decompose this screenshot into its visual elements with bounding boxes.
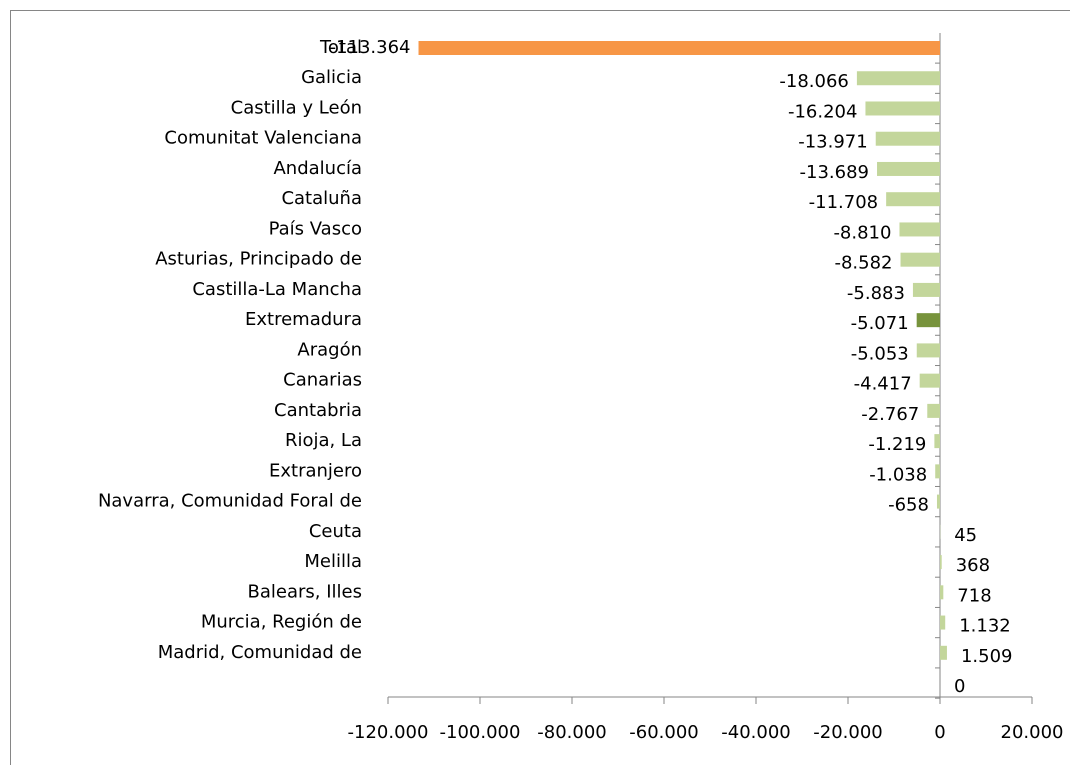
value-label: -2.767	[861, 404, 919, 425]
value-label: -8.810	[833, 222, 891, 243]
x-tick-label: 20.000	[1001, 722, 1064, 743]
value-label: -13.689	[800, 162, 869, 183]
bar	[877, 161, 940, 176]
bar	[940, 645, 947, 660]
value-label: -8.582	[834, 253, 892, 274]
value-label: 0	[954, 676, 965, 697]
chart-frame	[10, 10, 1070, 765]
y-tick-label: Rioja, La	[285, 430, 362, 451]
bar	[916, 343, 940, 358]
x-tick-label: -60.000	[629, 722, 698, 743]
bar	[916, 313, 940, 328]
y-tick-label: Cantabria	[274, 400, 362, 421]
y-tick-label: Melilla	[304, 551, 362, 572]
y-tick-label: Castilla-La Mancha	[192, 279, 362, 300]
bar	[934, 434, 940, 449]
bar	[940, 555, 942, 570]
value-label: -658	[888, 495, 929, 516]
y-tick-label: País Vasco	[269, 218, 362, 239]
bar	[912, 282, 940, 297]
y-tick-label: Canarias	[283, 370, 362, 391]
bar	[936, 494, 940, 509]
x-tick-label: 0	[934, 722, 945, 743]
x-tick-label: -20.000	[813, 722, 882, 743]
bar	[418, 41, 940, 55]
bar	[940, 615, 946, 630]
bar	[900, 252, 940, 267]
value-label: -5.883	[847, 283, 905, 304]
value-label: -5.071	[851, 313, 909, 334]
x-tick-label: -40.000	[721, 722, 790, 743]
value-label: 45	[954, 525, 977, 546]
bar	[935, 464, 940, 479]
y-tick-label: Comunitat Valenciana	[164, 128, 362, 149]
y-tick-label: Cataluña	[281, 188, 362, 209]
y-tick-label: Andalucía	[273, 158, 362, 179]
y-tick-label: Galicia	[301, 67, 362, 88]
value-label: -5.053	[851, 343, 909, 364]
bar	[940, 585, 944, 600]
value-label: -1.038	[869, 464, 927, 485]
bar	[919, 373, 940, 388]
bar	[856, 71, 940, 86]
bar	[875, 131, 940, 146]
x-tick-label: -100.000	[440, 722, 521, 743]
value-label: 368	[956, 555, 990, 576]
y-tick-label: Asturias, Principado de	[155, 249, 362, 270]
y-tick-label: Navarra, Comunidad Foral de	[98, 491, 362, 512]
y-tick-label: Aragón	[297, 339, 362, 360]
bar	[899, 222, 940, 237]
x-tick-label: -120.000	[348, 722, 429, 743]
value-label: -13.971	[798, 132, 867, 153]
y-tick-label: Madrid, Comunidad de	[158, 642, 362, 663]
bar	[886, 192, 940, 207]
value-label: -11.708	[809, 192, 878, 213]
value-label: -16.204	[788, 101, 857, 122]
value-label: -113.364	[330, 37, 411, 58]
y-tick-label: Murcia, Región de	[201, 612, 362, 633]
value-label: 718	[957, 585, 991, 606]
x-tick-label: -80.000	[537, 722, 606, 743]
y-tick-label: Castilla y León	[231, 97, 362, 118]
y-tick-label: Balears, Illes	[248, 581, 362, 602]
y-tick-label: Extranjero	[269, 460, 362, 481]
y-tick-label: Extremadura	[245, 309, 362, 330]
bar	[927, 403, 940, 418]
bar	[865, 101, 940, 116]
value-label: -4.417	[854, 374, 912, 395]
value-label: 1.509	[961, 646, 1013, 667]
y-tick-label: Total	[319, 37, 362, 58]
value-label: -18.066	[779, 71, 848, 92]
value-label: 1.132	[959, 616, 1011, 637]
y-tick-label: Ceuta	[309, 521, 362, 542]
value-label: -1.219	[868, 434, 926, 455]
